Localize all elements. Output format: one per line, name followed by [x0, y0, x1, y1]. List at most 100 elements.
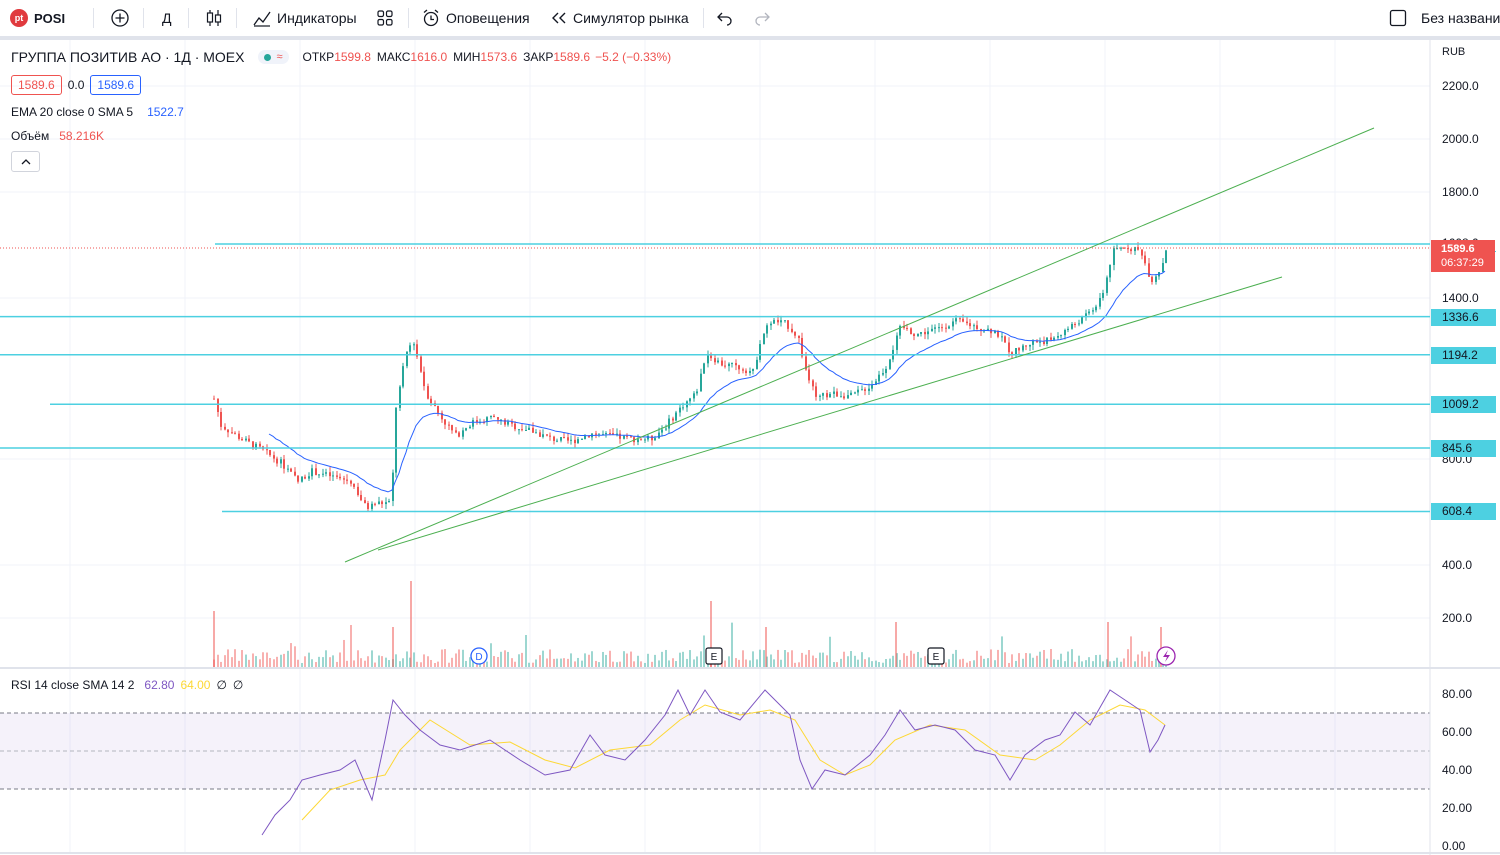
candle-body: [1102, 292, 1104, 298]
undo-button[interactable]: [716, 0, 739, 36]
symbol-title[interactable]: ГРУППА ПОЗИТИВ АО · 1Д · MOEX: [11, 49, 245, 65]
candle-body: [917, 333, 919, 336]
candle-body: [651, 435, 653, 441]
candle-body: [728, 363, 730, 367]
candle-body: [784, 320, 786, 322]
volume-bar: [770, 654, 772, 667]
collapse-legend-button[interactable]: [11, 151, 40, 172]
volume-bar: [556, 658, 558, 667]
volume-bar: [224, 655, 226, 667]
volume-bar: [612, 661, 614, 667]
candle-body: [1113, 248, 1115, 265]
volume-bar: [410, 581, 412, 667]
channel-upper-line[interactable]: [344, 127, 1375, 563]
volume-legend[interactable]: Объём 58.216K: [11, 129, 104, 143]
candle-body: [308, 476, 310, 479]
earnings-marker[interactable]: E: [927, 647, 945, 665]
volume-bar: [1099, 654, 1101, 667]
candle-body: [801, 337, 803, 357]
currency-label[interactable]: RUB: [1442, 46, 1466, 58]
candle-body: [850, 392, 852, 396]
volume-bar: [868, 657, 870, 667]
dividend-marker[interactable]: D: [470, 647, 488, 665]
candle-body: [504, 419, 506, 425]
market-status-badge[interactable]: ≈: [258, 50, 289, 64]
volume-bar: [731, 622, 733, 667]
interval-button[interactable]: Д: [162, 0, 171, 36]
chart-canvas[interactable]: D E E: [0, 40, 1500, 855]
ema-value: 1522.7: [147, 105, 184, 119]
earnings-marker[interactable]: E: [705, 647, 723, 665]
candle-body: [994, 330, 996, 334]
volume-bar: [679, 652, 681, 667]
candle-body: [976, 325, 978, 330]
candle-body: [1025, 345, 1027, 347]
rsi-legend[interactable]: RSI 14 close SMA 14 2 62.80 64.00 ∅ ∅: [11, 678, 243, 692]
candle-body: [696, 391, 698, 394]
layout-name-button[interactable]: Без названи: [1389, 0, 1500, 36]
volume-bar: [1053, 659, 1055, 667]
volume-bar: [486, 661, 488, 667]
volume-bar: [682, 651, 684, 667]
ask-box[interactable]: 1589.6: [90, 75, 142, 95]
candle-body: [546, 434, 548, 436]
candle-body: [402, 366, 404, 387]
layouts-button[interactable]: [376, 0, 399, 36]
volume-bar: [1074, 661, 1076, 667]
candle-body: [476, 420, 478, 423]
volume-bar: [514, 661, 516, 667]
volume-bar: [420, 662, 422, 667]
candle-body: [521, 429, 523, 431]
candle-body: [525, 429, 527, 431]
compare-button[interactable]: [110, 0, 135, 36]
candle-body: [1064, 329, 1066, 336]
lightning-icon[interactable]: [1156, 646, 1176, 666]
chart-area[interactable]: D E E RUB 2200.0 2000.0 1800.0 1400.0 800.0 4…: [0, 40, 1500, 855]
candle-body: [455, 430, 457, 433]
indicators-button[interactable]: Индикаторы: [252, 0, 357, 36]
volume-bar: [1102, 661, 1104, 667]
replay-button[interactable]: Симулятор рынка: [550, 0, 689, 36]
volume-bar: [563, 658, 565, 667]
rsi-empty-value: ∅: [232, 678, 244, 692]
volume-bar: [1144, 656, 1146, 667]
open-label: ОТКР: [302, 50, 335, 64]
candle-body: [378, 501, 380, 505]
divider: [188, 8, 189, 28]
volume-bar: [962, 658, 964, 667]
volume-bar: [259, 659, 261, 667]
candle-body: [539, 432, 541, 437]
candle-body: [756, 359, 758, 369]
volume-bar: [287, 650, 289, 667]
volume-bar: [493, 656, 495, 667]
candle-body: [682, 407, 684, 409]
candle-body: [1050, 337, 1052, 340]
candle-body: [381, 501, 383, 505]
volume-bar: [745, 659, 747, 667]
candle-body: [759, 344, 761, 360]
ema-legend[interactable]: EMA 20 close 0 SMA 5 1522.7: [11, 105, 184, 119]
rsi-series: [261, 688, 1166, 836]
rsi-tick-label: 0.00: [1442, 839, 1466, 853]
horizontal-levels: [0, 243, 1430, 513]
spread-value: 0.0: [67, 78, 85, 92]
volume-bar: [276, 656, 278, 667]
redo-button[interactable]: [753, 0, 776, 36]
candle-body: [528, 427, 530, 430]
chart-type-button[interactable]: [205, 0, 228, 36]
candle-body: [980, 329, 982, 331]
volume-bar: [784, 650, 786, 667]
volume-bar: [948, 659, 950, 667]
volume-bar: [630, 651, 632, 667]
bid-box[interactable]: 1589.6: [11, 75, 62, 95]
alerts-button[interactable]: Оповещения: [421, 0, 530, 36]
candle-body: [567, 437, 569, 441]
channel-lower-line[interactable]: [377, 276, 1283, 551]
candle-body: [847, 395, 849, 399]
candle-body: [840, 396, 842, 398]
candle-body: [997, 330, 999, 337]
volume-bar: [763, 650, 765, 667]
volume-bar: [1008, 662, 1010, 667]
volume-bar: [955, 649, 957, 667]
symbol-search-button[interactable]: pt POSI: [10, 0, 65, 36]
